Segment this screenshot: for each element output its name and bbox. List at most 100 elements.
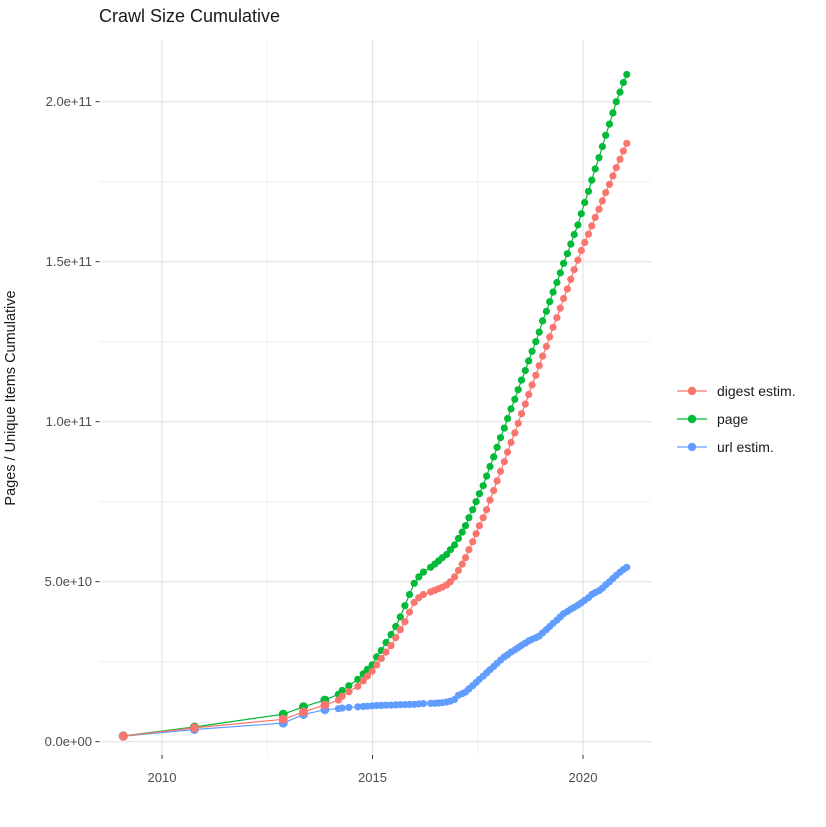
- series-line: [123, 74, 628, 737]
- legend-item-page: page: [676, 405, 796, 433]
- data-point: [496, 434, 505, 442]
- data-point: [382, 701, 390, 709]
- data-point: [570, 266, 578, 274]
- y-tick-label: 1.0e+11: [45, 413, 92, 429]
- data-point: [546, 298, 554, 306]
- chart-title: Crawl Size Cumulative: [99, 6, 281, 26]
- data-point: [609, 109, 617, 117]
- data-point: [598, 197, 607, 205]
- data-point: [419, 590, 427, 599]
- data-point: [483, 506, 491, 514]
- data-point: [525, 390, 533, 399]
- data-point: [570, 230, 578, 239]
- data-point: [542, 307, 551, 315]
- data-point: [299, 707, 308, 717]
- series-line: [123, 143, 628, 737]
- data-point: [605, 120, 614, 128]
- data-point: [454, 566, 462, 575]
- data-point: [405, 608, 414, 616]
- data-point: [556, 269, 564, 277]
- data-point: [605, 180, 614, 188]
- data-point: [458, 560, 466, 568]
- data-point: [581, 198, 589, 207]
- data-point: [472, 530, 480, 538]
- data-point: [514, 419, 522, 427]
- data-point: [602, 189, 610, 197]
- data-point: [446, 578, 454, 586]
- data-point: [563, 285, 572, 293]
- data-point: [486, 462, 494, 471]
- data-point: [521, 400, 529, 408]
- legend: digest estim. page url estim.: [676, 377, 796, 461]
- data-point: [345, 703, 353, 712]
- data-point: [556, 304, 564, 312]
- y-tick-label: 0.0e+00: [44, 733, 92, 749]
- data-point: [542, 342, 551, 351]
- series-url-estim: [118, 563, 631, 741]
- data-point: [616, 155, 624, 163]
- data-point: [612, 164, 620, 172]
- data-point: [278, 714, 288, 724]
- data-point: [532, 371, 540, 379]
- data-point: [419, 568, 427, 576]
- data-point: [387, 642, 395, 650]
- data-point: [446, 546, 454, 554]
- data-point: [577, 246, 585, 255]
- data-point: [612, 98, 620, 106]
- y-tick-label: 2.0e+11: [45, 93, 92, 109]
- data-point: [598, 142, 607, 151]
- data-point: [588, 222, 596, 230]
- data-point: [595, 205, 603, 213]
- data-point: [451, 573, 459, 581]
- data-point: [623, 70, 631, 79]
- x-tick-label: 2010: [147, 770, 177, 785]
- data-point: [616, 88, 624, 96]
- data-point: [507, 405, 515, 413]
- data-point: [415, 573, 423, 581]
- legend-key-dot: [687, 386, 697, 396]
- data-point: [354, 703, 362, 711]
- y-tick-label: 1.5e+11: [45, 253, 92, 269]
- data-point: [392, 634, 400, 642]
- legend-key-icon: [677, 442, 707, 452]
- data-point: [577, 210, 585, 218]
- legend-key-icon: [677, 414, 707, 424]
- data-point: [567, 240, 575, 248]
- legend-key-dot: [687, 414, 697, 424]
- data-point: [443, 550, 451, 559]
- data-point: [189, 723, 199, 733]
- data-point: [465, 546, 473, 554]
- data-point: [574, 256, 582, 264]
- data-point: [338, 692, 346, 700]
- data-point: [525, 357, 533, 365]
- data-point: [507, 438, 515, 447]
- data-point: [479, 514, 487, 522]
- series-digest-estim: [118, 139, 631, 741]
- data-point: [619, 78, 628, 87]
- data-point: [623, 139, 631, 147]
- x-tick-label: 2020: [568, 770, 598, 785]
- data-point: [588, 176, 596, 184]
- data-point: [320, 700, 330, 710]
- data-point: [338, 686, 346, 695]
- data-point: [359, 677, 367, 685]
- data-point: [475, 490, 483, 498]
- data-point: [396, 613, 404, 621]
- data-point: [539, 352, 547, 360]
- data-point: [553, 278, 561, 287]
- legend-item-digest-estim: digest estim.: [676, 377, 796, 405]
- data-point: [553, 314, 561, 322]
- data-point: [581, 238, 589, 247]
- data-point: [410, 598, 418, 607]
- data-point: [567, 275, 575, 283]
- data-point: [535, 362, 543, 370]
- data-point: [511, 429, 519, 437]
- data-point: [619, 147, 628, 155]
- data-point: [504, 414, 512, 423]
- data-point: [338, 704, 346, 712]
- data-point: [549, 288, 557, 296]
- data-point: [528, 381, 536, 389]
- data-point: [546, 333, 554, 341]
